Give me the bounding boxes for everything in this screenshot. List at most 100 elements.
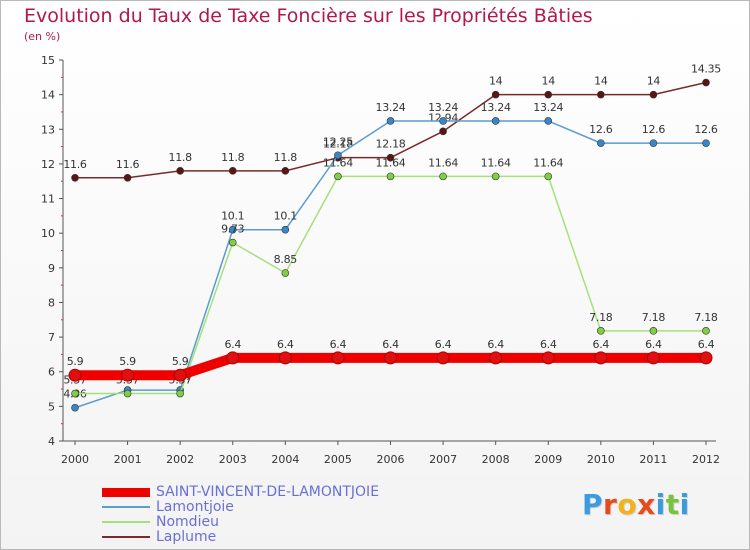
data-label: 9.73 (221, 223, 245, 236)
legend-swatch (102, 536, 150, 538)
legend-label: Lamontjoie (156, 499, 234, 515)
data-label: 6.4 (330, 338, 347, 351)
data-label: 7.18 (589, 311, 613, 324)
data-point (334, 172, 342, 181)
y-tick-label: 9 (48, 262, 55, 275)
proxiti-logo: Proxiti (582, 488, 690, 521)
data-label: 6.4 (540, 338, 557, 351)
legend-item: Lamontjoie (102, 499, 234, 515)
data-label: 11.6 (116, 158, 140, 171)
data-point (544, 117, 553, 125)
y-tick-label: 11 (41, 193, 55, 206)
data-point (121, 368, 135, 382)
data-point (278, 351, 292, 365)
data-label: 7.18 (694, 311, 718, 324)
data-point (541, 351, 555, 365)
data-point (123, 173, 132, 182)
x-tick-label: 2009 (534, 453, 562, 466)
data-label: 7.18 (642, 311, 666, 324)
data-label: 13.24 (428, 101, 458, 114)
data-label: 5.9 (119, 355, 136, 368)
data-label: 12.6 (694, 123, 718, 136)
data-label: 12.6 (642, 123, 666, 136)
data-point (71, 389, 79, 398)
data-point (439, 117, 447, 125)
x-tick-label: 2006 (377, 453, 405, 466)
data-label: 6.4 (382, 338, 399, 351)
data-label: 12.18 (376, 138, 406, 151)
data-label: 11.64 (533, 156, 563, 169)
data-label: 6.4 (698, 338, 715, 351)
data-point (649, 327, 658, 335)
data-point (281, 269, 290, 277)
x-tick-label: 2012 (692, 453, 720, 466)
data-label: 6.4 (645, 338, 662, 351)
data-label: 10.1 (274, 210, 297, 223)
data-point (384, 351, 397, 365)
data-label: 14 (594, 75, 608, 88)
data-point (439, 127, 447, 136)
y-tick-label: 14 (41, 89, 55, 102)
data-label: 12.18 (323, 138, 353, 151)
data-point (123, 389, 132, 398)
y-tick-label: 8 (48, 296, 55, 309)
y-tick-label: 15 (41, 54, 55, 67)
data-point (439, 172, 447, 181)
data-label: 11.64 (323, 156, 353, 169)
chart-title: Evolution du Taux de Taxe Foncière sur l… (24, 5, 593, 27)
chart-subtitle: (en %) (24, 30, 61, 43)
x-tick-label: 2004 (271, 453, 299, 466)
data-point (334, 151, 342, 160)
data-label: 12.6 (589, 123, 613, 136)
legend-item: Nomdieu (102, 514, 219, 530)
legend-label: Nomdieu (156, 514, 219, 530)
x-tick-label: 2011 (639, 453, 667, 466)
data-point (597, 139, 605, 147)
data-label: 6.4 (435, 338, 452, 351)
y-tick-label: 13 (41, 123, 55, 136)
data-label: 14 (489, 75, 503, 88)
data-label: 11.8 (274, 151, 298, 164)
data-point (71, 403, 79, 412)
data-point (649, 139, 658, 147)
data-point (436, 351, 450, 365)
data-label: 14.35 (691, 63, 721, 76)
x-tick-label: 2007 (429, 453, 457, 466)
data-label: 10.1 (221, 210, 244, 223)
data-label: 12.25 (323, 135, 353, 148)
data-point (228, 238, 237, 247)
data-point (649, 90, 658, 99)
legend-item: Laplume (102, 529, 216, 545)
data-point (544, 172, 553, 181)
data-point (226, 351, 240, 365)
data-point (699, 351, 713, 365)
data-label: 11.6 (63, 158, 87, 171)
legend-label: SAINT-VINCENT-DE-LAMONTJOIE (156, 484, 380, 500)
y-tick-label: 5 (48, 400, 55, 413)
data-point (594, 351, 608, 365)
legend-label: Laplume (156, 529, 217, 545)
y-tick-label: 12 (41, 158, 55, 171)
data-point (646, 351, 660, 365)
data-point (228, 167, 237, 175)
data-label: 8.85 (274, 253, 298, 266)
data-point (331, 351, 345, 365)
data-point (702, 327, 710, 335)
data-point (702, 139, 710, 147)
data-point (597, 327, 605, 335)
data-point (176, 389, 184, 398)
data-point (489, 351, 503, 365)
y-tick-label: 6 (48, 366, 55, 379)
data-label: 14 (542, 75, 556, 88)
data-label: 6.4 (224, 338, 241, 351)
y-tick-label: 7 (48, 331, 55, 344)
data-point (491, 172, 500, 181)
data-label: 13.24 (376, 101, 406, 114)
x-tick-label: 2000 (61, 453, 89, 466)
data-point (386, 117, 395, 125)
data-label: 6.4 (277, 338, 294, 351)
data-label: 13.24 (481, 101, 511, 114)
data-label: 6.4 (593, 338, 610, 351)
data-point (491, 90, 500, 99)
